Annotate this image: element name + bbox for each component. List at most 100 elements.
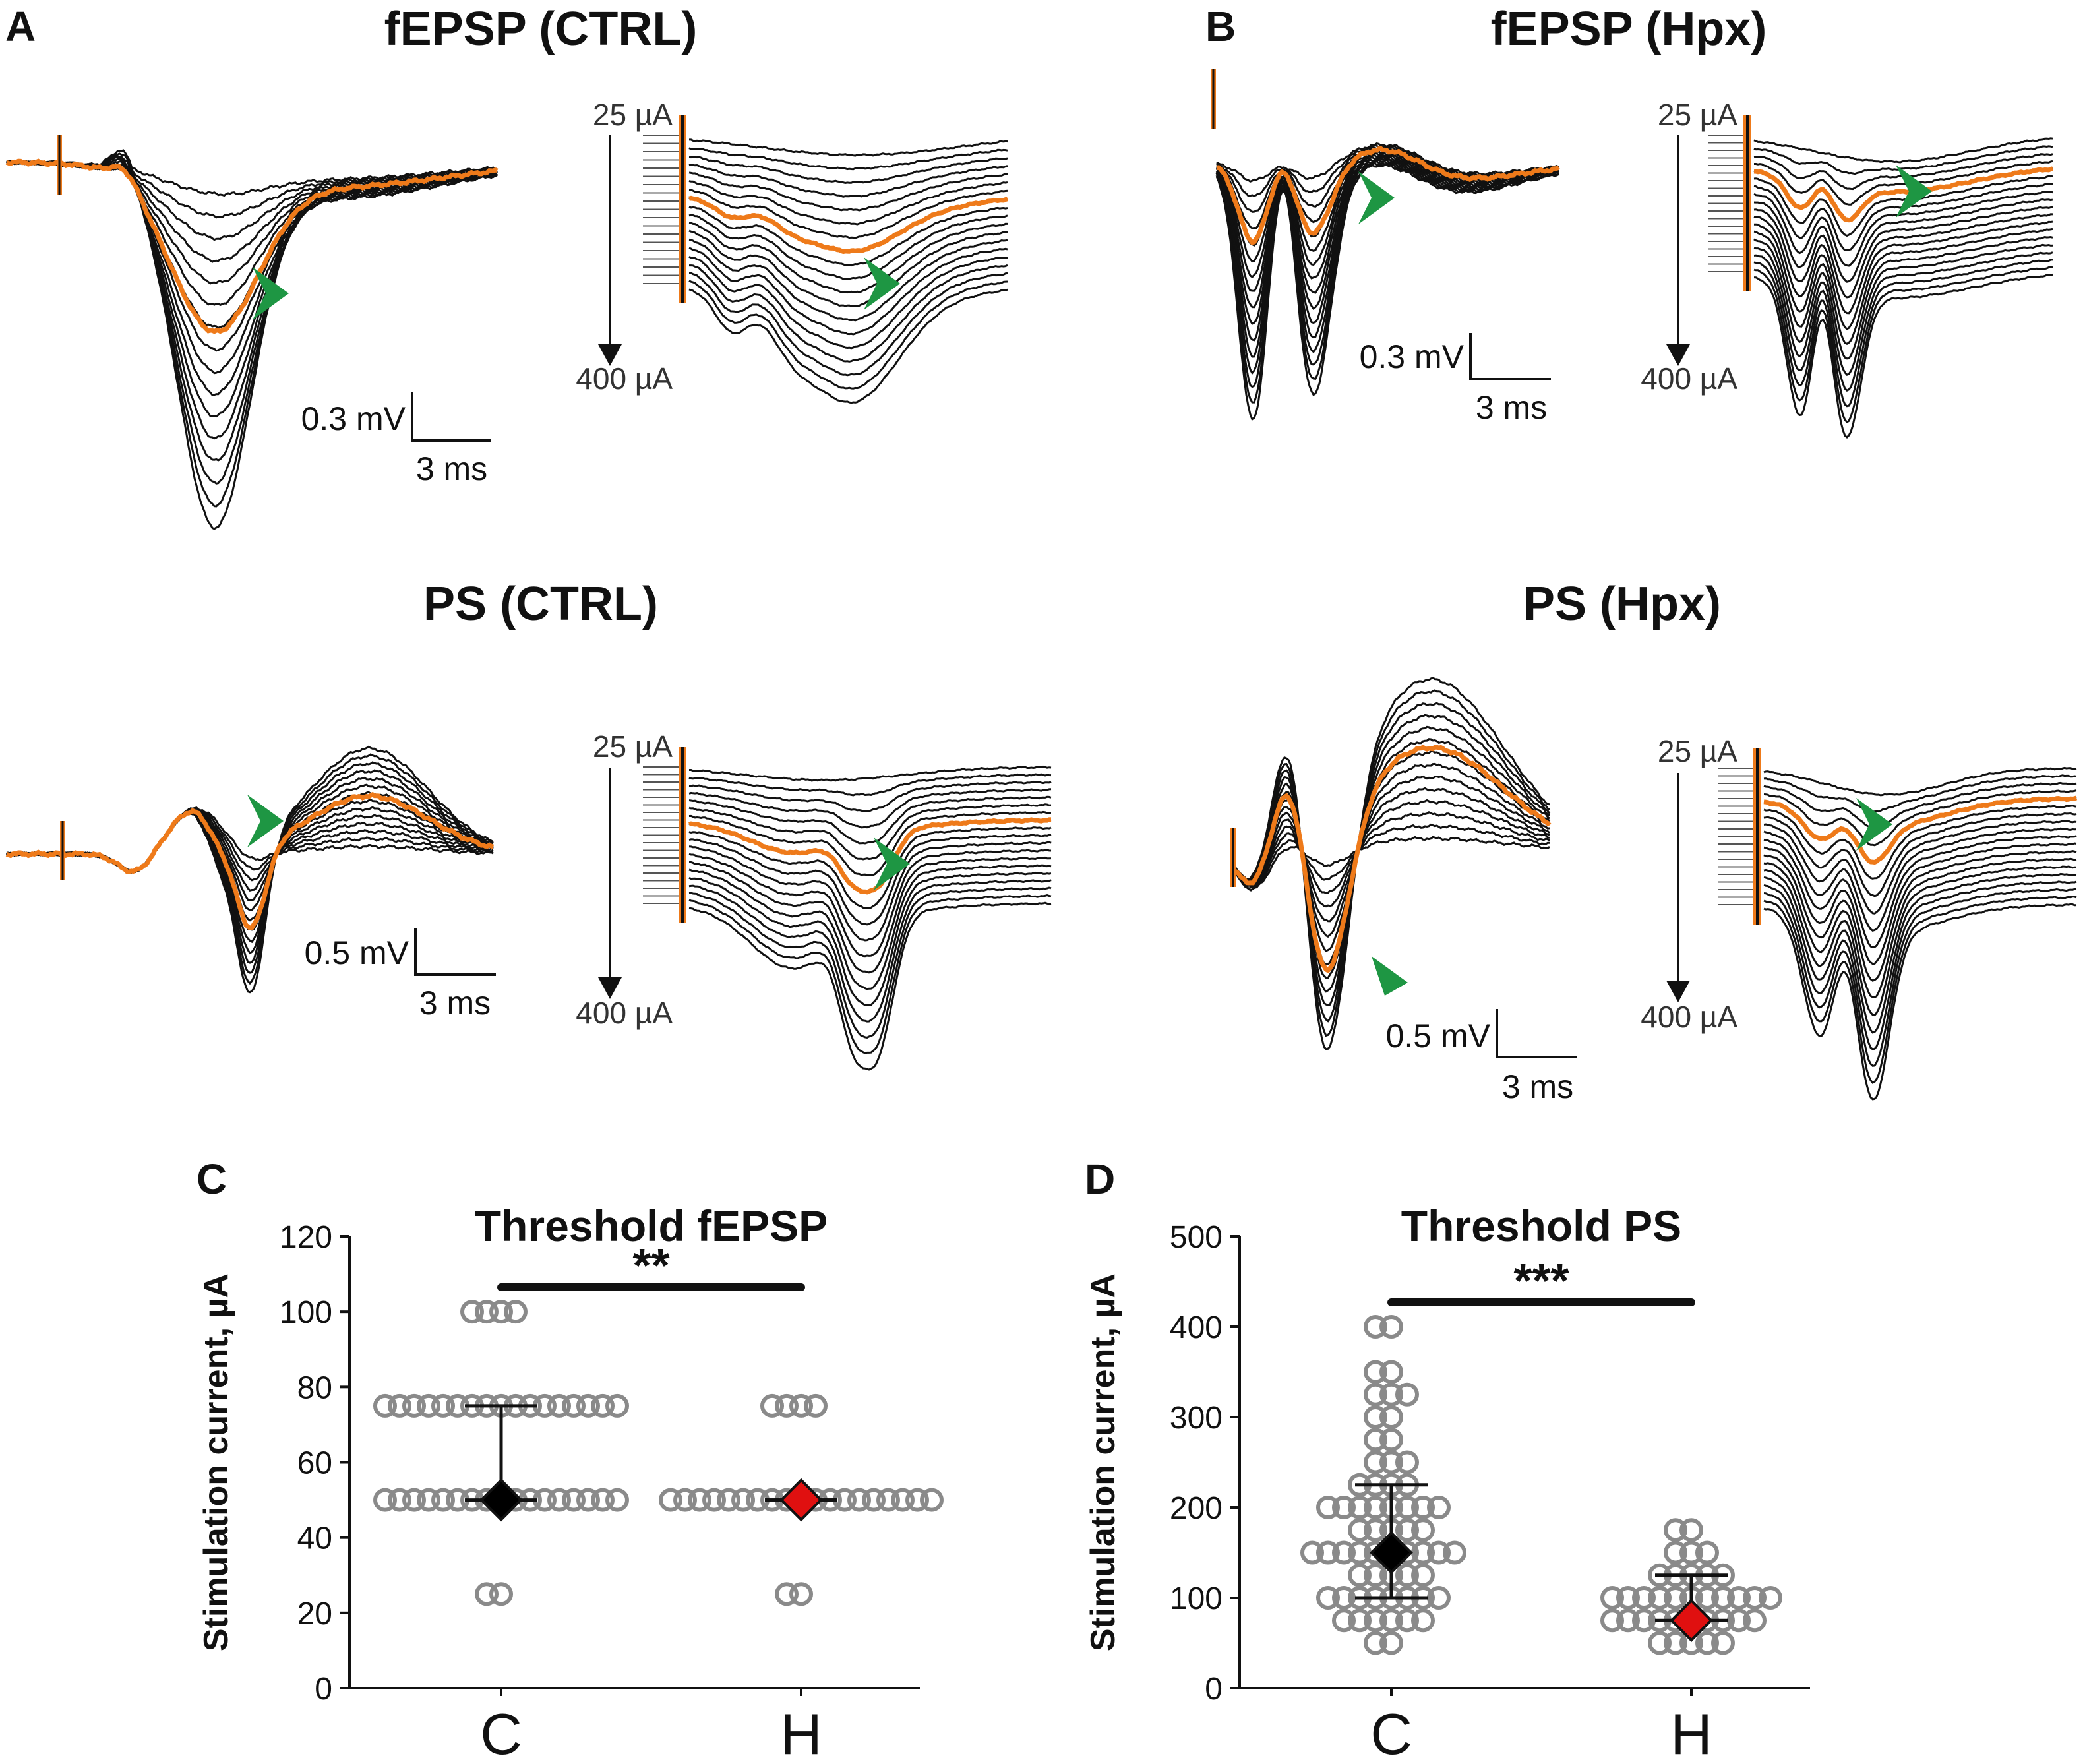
trace-line <box>1753 259 2053 408</box>
y-tick-label: 120 <box>280 1220 332 1255</box>
onset-arrowhead <box>253 267 289 320</box>
scale-voltage-label: 0.5 mV <box>305 934 409 971</box>
trace-line <box>688 147 1008 171</box>
trace-line <box>1232 725 1551 993</box>
data-point <box>1348 1608 1372 1633</box>
title-fepsp-ctrl: fEPSP (CTRL) <box>384 3 698 55</box>
trace-line <box>1753 213 2053 315</box>
trace-line <box>6 783 494 944</box>
data-point <box>760 1393 784 1418</box>
trace-line <box>1763 850 2077 982</box>
trace-threshold-highlight <box>1753 166 2053 223</box>
data-point <box>1427 1496 1451 1519</box>
trace-line <box>1753 175 2053 237</box>
data-point <box>1364 1563 1387 1587</box>
chart-threshold-ps: D 0 100 200 300 400 500 C H Stimulation current,… <box>1084 1155 1810 1764</box>
trace-line <box>688 189 1008 239</box>
data-point <box>1411 1518 1435 1542</box>
chart-title: Threshold PS <box>1401 1201 1681 1250</box>
trace-line <box>1763 857 2077 999</box>
data-point <box>402 1488 426 1512</box>
stim-label-min: 25 µA <box>1658 98 1738 132</box>
data-point <box>1364 1450 1387 1475</box>
data-point <box>1364 1428 1387 1452</box>
trace-line <box>1763 812 2077 897</box>
trace-line <box>688 773 1052 797</box>
data-point <box>1600 1586 1624 1610</box>
trace-line <box>688 826 1052 909</box>
data-point <box>673 1488 697 1512</box>
data-point <box>1759 1586 1782 1610</box>
data-point <box>605 1488 629 1512</box>
trace-line <box>688 849 1052 958</box>
trace-line <box>688 156 1008 185</box>
stim-range-ps-hpx: 25 µA 400 µA <box>1641 734 1738 1034</box>
data-point <box>402 1393 426 1418</box>
data-point <box>1632 1608 1656 1633</box>
data-point <box>1616 1608 1640 1633</box>
trace-line <box>688 795 1052 845</box>
y-tick-label: 0 <box>1205 1672 1223 1707</box>
stim-range-fepsp-hpx: 25 µA 400 µA <box>1641 98 1738 396</box>
median-marker <box>1670 1598 1713 1643</box>
data-point <box>388 1488 411 1512</box>
data-point <box>1348 1518 1372 1542</box>
trace-line <box>6 806 494 911</box>
data-point <box>1379 1428 1403 1452</box>
data-point <box>562 1488 586 1512</box>
panel-letter-a: A <box>5 3 36 50</box>
scale-voltage-label: 0.5 mV <box>1386 1018 1491 1054</box>
data-point <box>1364 1518 1387 1542</box>
trace-line <box>688 247 1008 336</box>
data-point <box>1364 1360 1387 1384</box>
stim-arrow-head <box>1666 981 1690 1002</box>
scale-bar-ps-hpx: 0.5 mV 3 ms <box>1386 1009 1577 1105</box>
data-point <box>731 1488 755 1512</box>
data-point <box>1395 1382 1419 1407</box>
panel-letter-c: C <box>196 1155 227 1203</box>
trace-line <box>6 745 494 994</box>
chart-title: Threshold fEPSP <box>475 1201 828 1250</box>
trace-line <box>6 154 498 485</box>
chart-threshold-fepsp: C 0 20 40 60 80 100 120 C H Stimulation current, … <box>196 1155 944 1764</box>
data-point <box>1727 1608 1751 1633</box>
data-point <box>1727 1586 1751 1610</box>
data-point <box>1316 1586 1340 1610</box>
data-point <box>373 1393 397 1418</box>
data-point <box>1316 1496 1340 1519</box>
data-point <box>1648 1631 1672 1655</box>
data-point <box>1316 1540 1340 1565</box>
data-point <box>475 1582 499 1606</box>
data-point <box>1711 1631 1735 1655</box>
data-point <box>489 1582 513 1606</box>
data-point <box>1443 1540 1466 1565</box>
trace-line <box>1763 888 2077 1067</box>
trace-line <box>688 288 1008 404</box>
trace-threshold-highlight <box>688 817 1052 895</box>
data-point <box>1364 1496 1387 1519</box>
trace-line <box>1763 903 2077 1101</box>
data-point <box>1379 1450 1403 1475</box>
trace-line <box>688 171 1008 212</box>
data-point <box>1679 1540 1703 1565</box>
data-point <box>1395 1608 1419 1633</box>
trace-line <box>1763 781 2077 830</box>
trace-line <box>1232 787 1550 923</box>
data-point <box>688 1488 711 1512</box>
trace-line <box>688 871 1052 1007</box>
scale-bar-fepsp-hpx: 0.3 mV 3 ms <box>1360 333 1551 426</box>
data-point <box>1379 1608 1403 1633</box>
stim-arrow-head <box>1666 344 1690 366</box>
data-point <box>576 1488 600 1512</box>
data-point <box>1348 1540 1372 1565</box>
trace-threshold-highlight <box>1763 795 2078 865</box>
stim-arrow-head <box>598 344 622 366</box>
data-point <box>417 1393 440 1418</box>
traces-fepsp-ctrl-stacked <box>643 115 1009 404</box>
trace-line <box>1232 762 1550 952</box>
scale-bar-fepsp-ctrl: 0.3 mV 3 ms <box>301 392 491 487</box>
traces-fepsp-hpx-stacked <box>1708 115 2053 439</box>
data-point <box>1632 1586 1656 1610</box>
trace-line <box>1753 198 2053 283</box>
